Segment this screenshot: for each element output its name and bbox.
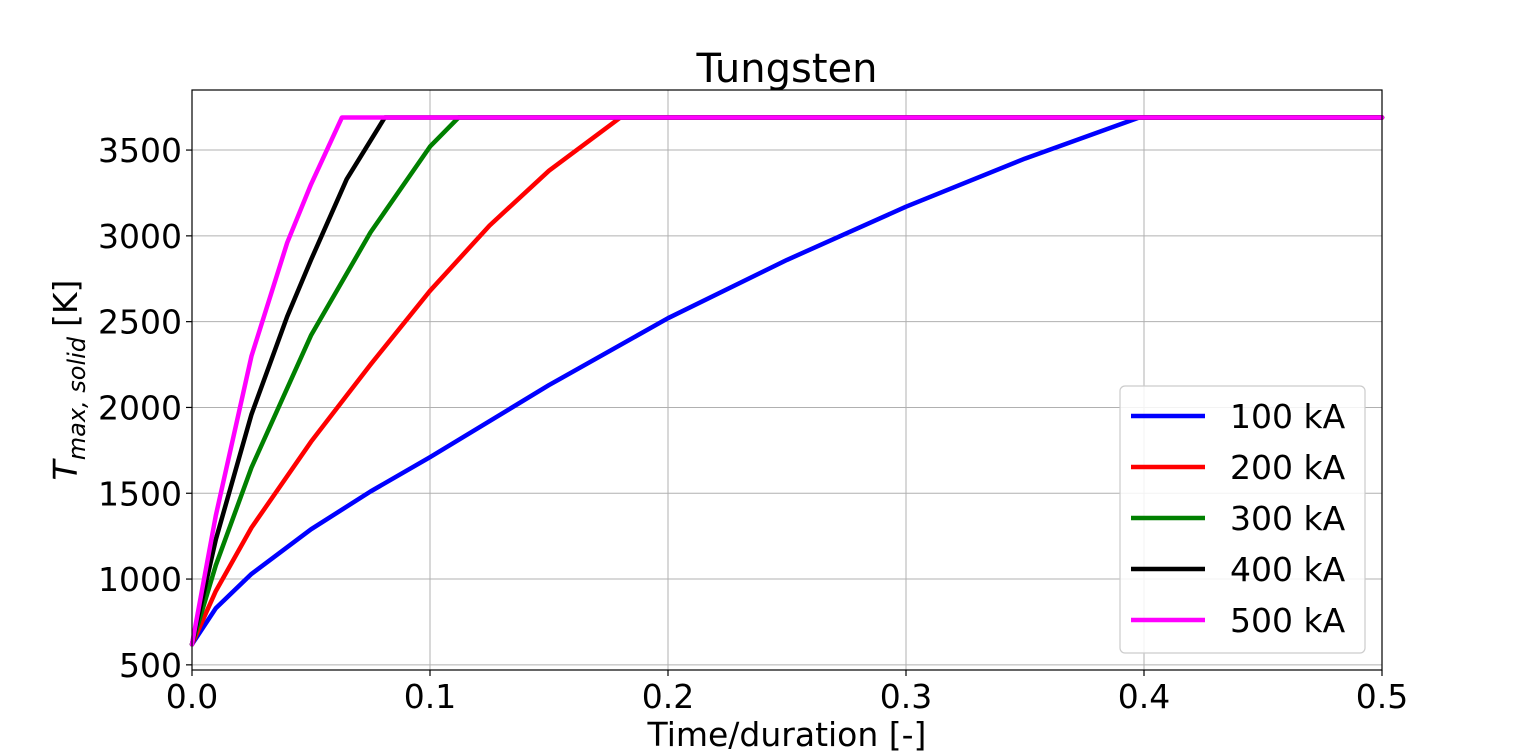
series-line bbox=[189, 115, 1385, 647]
x-tick-label: 0.5 bbox=[1356, 677, 1408, 716]
y-tick-label: 2000 bbox=[98, 388, 182, 427]
legend-label: 300 kA bbox=[1230, 499, 1346, 538]
y-tick-label: 500 bbox=[119, 646, 182, 685]
chart-title: Tungsten bbox=[696, 46, 878, 92]
legend: 100 kA 200 kA 300 kA 400 kA 500 kA bbox=[1119, 385, 1366, 654]
y-tick-label: 3500 bbox=[98, 131, 182, 170]
series-line bbox=[189, 115, 1385, 647]
plot-frame bbox=[191, 89, 1383, 671]
legend-box bbox=[1119, 385, 1366, 654]
y-axis-label: Tmax, solid [K] bbox=[46, 280, 91, 481]
y-tick-label: 2500 bbox=[98, 303, 182, 342]
y-tick-label: 3000 bbox=[98, 217, 182, 256]
legend-label: 100 kA bbox=[1230, 397, 1346, 436]
x-tick-label: 0.4 bbox=[1118, 677, 1170, 716]
x-tick-label: 0.1 bbox=[404, 677, 456, 716]
x-axis-ticks: 0.0 0.1 0.2 0.3 0.4 0.5 bbox=[166, 670, 1408, 716]
y-tick-label: 1500 bbox=[98, 474, 182, 513]
x-axis-label: Time/duration [-] bbox=[647, 715, 927, 754]
series-line bbox=[189, 115, 1385, 647]
series-line bbox=[189, 115, 1385, 647]
y-tick-label: 1000 bbox=[98, 560, 182, 599]
y-axis-label-subscript: max, solid bbox=[63, 336, 91, 460]
y-axis-label-unit: [K] bbox=[46, 280, 85, 327]
y-axis-ticks: 500 1000 1500 2000 2500 3000 3500 bbox=[98, 131, 192, 685]
y-axis-label-main: T bbox=[46, 457, 85, 480]
x-tick-label: 0.2 bbox=[642, 677, 694, 716]
legend-label: 500 kA bbox=[1230, 601, 1346, 640]
series-lines bbox=[189, 115, 1385, 647]
series-line bbox=[189, 115, 1385, 647]
legend-label: 400 kA bbox=[1230, 550, 1346, 589]
legend-label: 200 kA bbox=[1230, 448, 1346, 487]
x-tick-label: 0.3 bbox=[880, 677, 932, 716]
x-tick-label: 0.0 bbox=[166, 677, 218, 716]
